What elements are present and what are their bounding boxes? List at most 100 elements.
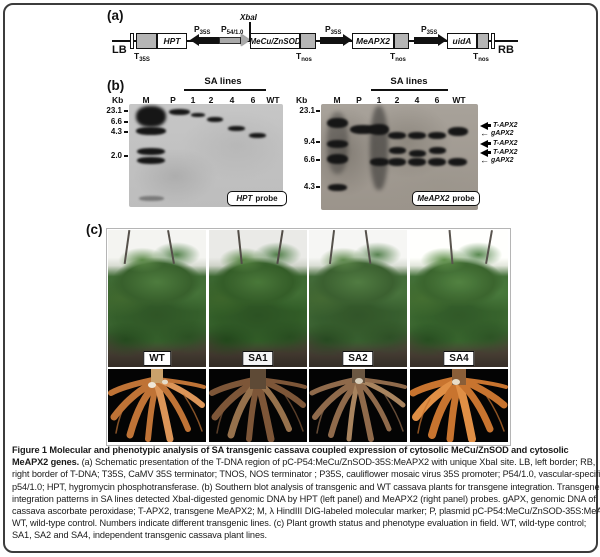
hpt-gene-box: HPT [157, 33, 187, 49]
sa-lines-header-left: SA lines [204, 76, 242, 87]
xbai-site-tick [249, 22, 251, 41]
photo-grid [106, 228, 511, 446]
lane-label: P [356, 95, 362, 105]
caption-line: p54/1.0; HPT, hygromycin phosphotransfer… [12, 481, 600, 492]
p35s-promoter-arrow-3 [414, 34, 447, 46]
marker-tick [124, 121, 128, 123]
gel-band [207, 117, 223, 122]
lane-label: 1 [190, 95, 196, 105]
root-photo-wt [108, 369, 206, 442]
roots-illustration [309, 369, 407, 442]
gel-band [137, 157, 165, 164]
tnos-terminator-label-3: Tnos [473, 51, 489, 63]
gel-band [389, 147, 406, 154]
roots-illustration [209, 369, 307, 442]
band-annotation: T-APX2 [480, 121, 518, 130]
gel-band [448, 127, 468, 136]
root-photo-sa1 [209, 369, 307, 442]
band-annotation: ← gAPX2 [480, 128, 514, 138]
gel-band [428, 158, 446, 166]
field-photo-wt: WT [108, 230, 206, 367]
bold-left-arrow-icon [480, 139, 488, 148]
bold-left-arrow-icon [488, 151, 491, 154]
gel-band [409, 150, 426, 157]
sa-lines-overline-right [371, 89, 448, 91]
bold-left-arrow-icon [480, 121, 488, 130]
right-border-label: RB [498, 44, 514, 56]
plant-label-sa2: SA2 [342, 351, 374, 366]
gel-band [448, 158, 467, 166]
xbai-site-label: XbaI [240, 13, 257, 22]
tnos-terminator-label-1: Tnos [296, 51, 312, 63]
gel-band [139, 196, 164, 201]
gel-band [429, 147, 446, 154]
t35s-terminator-label: T35S [134, 51, 150, 63]
p35s-promoter-label-2: P35S [325, 24, 342, 36]
t35s-terminator-box [136, 33, 157, 49]
p35s-promoter-arrow-1 [190, 34, 221, 46]
plant-label-sa1: SA1 [242, 351, 274, 366]
gel-band [428, 132, 446, 139]
tnos-terminator-label-2: Tnos [390, 51, 406, 63]
lane-label: P [170, 95, 176, 105]
caption-line: MeAPX2 genes. (a) Schematic presentation… [12, 457, 596, 468]
meapx2-gene-box: MeAPX2 [352, 33, 394, 49]
p54-promoter-arrow [219, 37, 241, 44]
gel-band [388, 132, 406, 139]
gel-band [169, 109, 190, 115]
gel-band [327, 118, 348, 128]
tnos-terminator-box-3 [477, 33, 489, 49]
caption-line: integration patterns in SA lines detecte… [12, 493, 596, 504]
roots-illustration [108, 369, 206, 442]
thin-left-arrow-icon: ← [480, 155, 489, 165]
figure-caption: Figure 1 Molecular and phenotypic analys… [12, 444, 600, 542]
gel-band [328, 184, 347, 191]
field-stake [328, 230, 336, 264]
lane-label: 6 [250, 95, 256, 105]
gel-band [350, 125, 376, 134]
panel-c-label: (c) [86, 222, 103, 237]
tnos-terminator-box-2 [394, 33, 409, 49]
right-border-bar [491, 33, 495, 49]
sa-lines-overline-left [184, 89, 266, 91]
caption-line: cassava ascorbate peroxidase; T-APX2, tr… [12, 506, 600, 517]
lane-label: WT [266, 95, 280, 105]
root-photo-sa2 [309, 369, 407, 442]
marker-tick [124, 155, 128, 157]
plant-label-wt: WT [143, 351, 171, 366]
lane-label: 1 [376, 95, 382, 105]
size-marker: 6.6 [303, 155, 315, 164]
lane-label: 2 [208, 95, 214, 105]
bold-left-arrow-icon [488, 142, 491, 145]
meapx2-probe-label: MeAPX2 probe [412, 191, 480, 206]
left-border-bar [130, 33, 134, 49]
sa-lines-header-right: SA lines [390, 76, 428, 87]
size-marker: 23.1 [299, 106, 315, 115]
gel-band [136, 106, 166, 127]
marker-tick [124, 131, 128, 133]
panel-b-label: (b) [107, 78, 125, 93]
gel-band [408, 158, 426, 166]
gel-band [327, 154, 348, 164]
field-stake [485, 230, 493, 264]
band-annotation: ← gAPX2 [480, 155, 514, 165]
roots-illustration [410, 369, 508, 442]
uida-gene-box: uidA [447, 33, 477, 49]
left-border-label: LB [112, 44, 127, 56]
marker-tick [124, 110, 128, 112]
root-photo-sa4 [410, 369, 508, 442]
bold-left-arrow-icon [488, 124, 491, 127]
kb-header-left: Kb [112, 95, 124, 105]
panel-a-label: (a) [107, 8, 124, 23]
caption-line: right border of T-DNA; T35S, CaMV 35S te… [12, 469, 600, 480]
size-marker: 6.6 [110, 117, 122, 126]
p35s-promoter-label-3: P35S [421, 24, 438, 36]
gel-band [228, 126, 245, 131]
kb-header-right: Kb [296, 95, 308, 105]
marker-tick [316, 186, 320, 188]
lane-label: 6 [434, 95, 440, 105]
field-stake [448, 230, 454, 265]
marker-tick [316, 141, 320, 143]
size-marker: 4.3 [110, 127, 122, 136]
